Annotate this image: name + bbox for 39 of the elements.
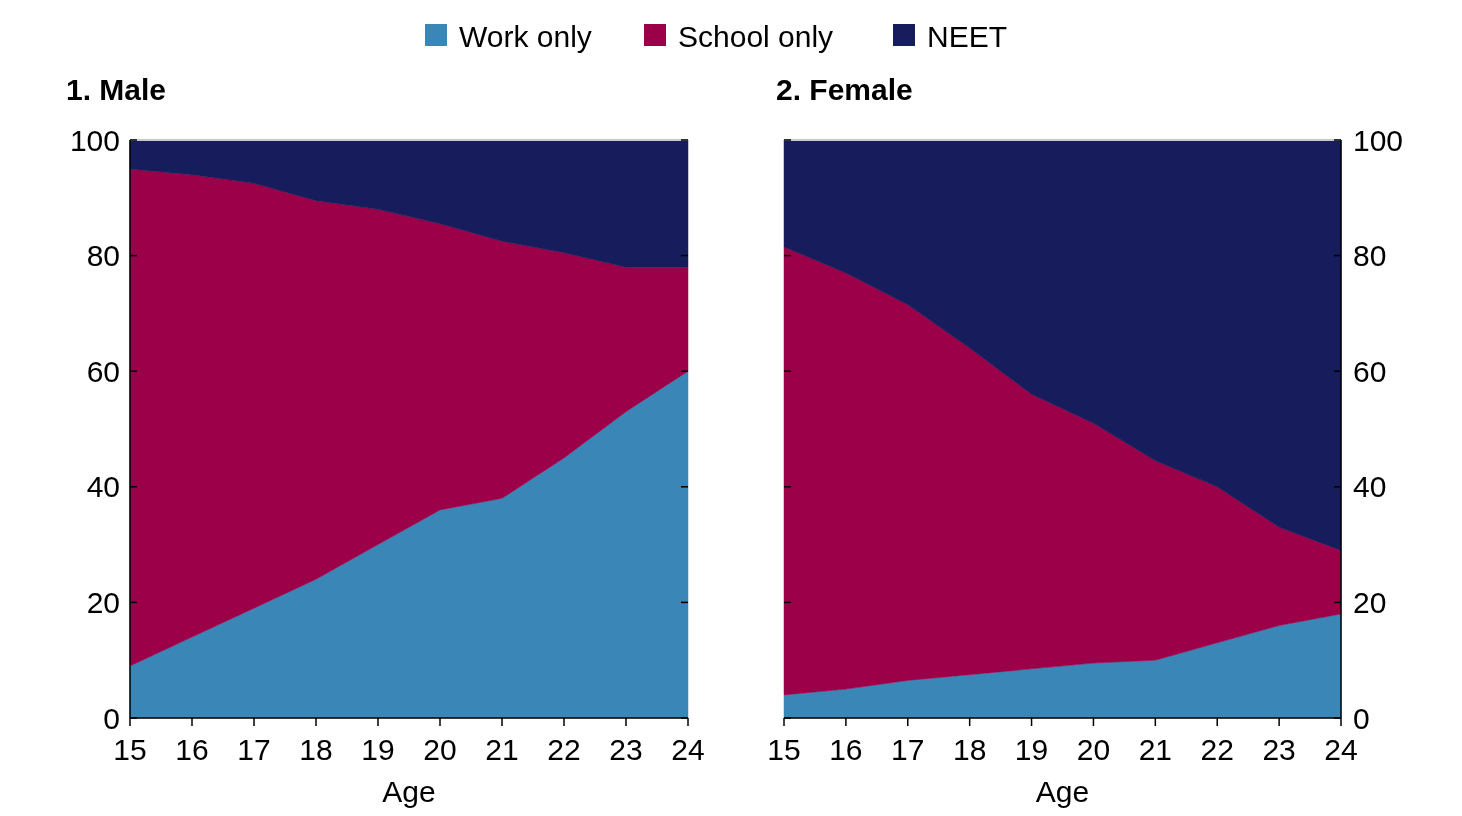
y-tick-label: 20 — [1353, 585, 1387, 619]
y-tick-label: 40 — [1353, 470, 1387, 504]
y-tick-label: 80 — [1353, 239, 1387, 273]
x-tick-label: 18 — [299, 733, 333, 766]
y-tick-label: 60 — [1353, 354, 1387, 388]
y-tick-label: 0 — [1353, 701, 1370, 735]
x-tick-label: 23 — [609, 733, 643, 766]
x-tick-label: 16 — [829, 733, 863, 766]
y-tick-label: 100 — [1353, 123, 1404, 157]
x-axis-title: Age — [1035, 775, 1090, 808]
x-tick-label: 15 — [113, 733, 147, 766]
x-tick-label: 24 — [1324, 733, 1358, 766]
x-tick-label: 23 — [1262, 733, 1296, 766]
x-tick-label: 22 — [1200, 733, 1234, 766]
x-tick-label: 17 — [237, 733, 271, 766]
y-tick-label: 100 — [69, 123, 120, 157]
x-tick-label: 22 — [547, 733, 581, 766]
x-tick-label: 24 — [671, 733, 705, 766]
x-axis-title: Age — [382, 775, 436, 808]
chart-title: 2. Female — [776, 73, 913, 106]
x-tick-label: 18 — [952, 733, 987, 766]
y-tick-label: 40 — [86, 470, 120, 504]
y-tick-label: 60 — [86, 354, 120, 388]
y-tick-label: 0 — [103, 701, 120, 735]
y-tick-label: 80 — [86, 239, 120, 273]
legend-label: NEET — [927, 19, 1008, 53]
x-tick-label: 19 — [1014, 733, 1049, 766]
x-tick-label: 19 — [361, 733, 395, 766]
legend-label: School only — [678, 19, 834, 53]
x-tick-label: 16 — [175, 733, 209, 766]
x-tick-label: 20 — [1076, 733, 1111, 766]
x-tick-label: 21 — [1138, 733, 1173, 766]
x-tick-label: 15 — [767, 733, 801, 766]
chart-title: 1. Male — [66, 73, 167, 106]
x-tick-label: 17 — [891, 733, 925, 766]
x-tick-label: 21 — [485, 733, 519, 766]
y-tick-label: 20 — [86, 585, 120, 619]
legend-label: Work only — [459, 19, 592, 53]
x-tick-label: 20 — [423, 733, 457, 766]
